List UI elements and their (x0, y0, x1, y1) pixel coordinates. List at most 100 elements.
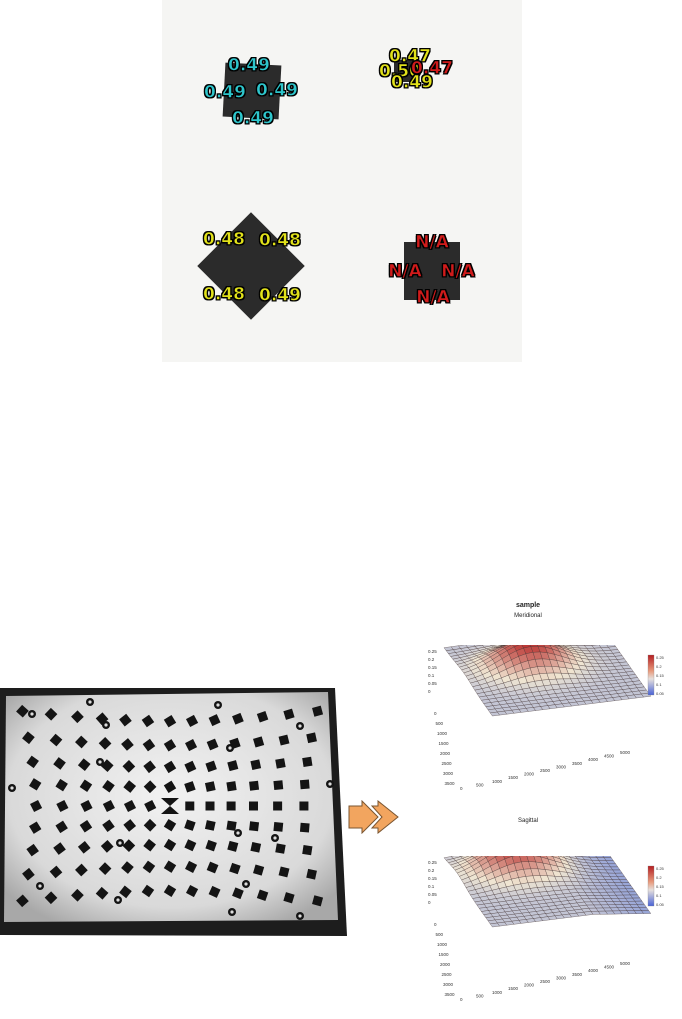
surface-cell (460, 856, 470, 859)
label-br-left: N/A (388, 261, 422, 282)
x-tick-label: 5000 (620, 961, 631, 966)
label-tr-top: 0.47 (389, 46, 432, 67)
calibration-square (163, 739, 177, 752)
calibration-square (206, 738, 219, 751)
calibration-square (56, 799, 69, 813)
calibration-square (123, 799, 137, 813)
y-tick-label: 2500 (442, 972, 453, 977)
calibration-square (163, 715, 177, 728)
square-bottom-right (404, 242, 460, 300)
calibration-square (144, 799, 157, 813)
x-tick-label: 1500 (508, 775, 519, 780)
calibration-square (185, 714, 199, 728)
calibration-square (302, 756, 313, 768)
colorbar-tick-label: 0.1 (656, 682, 662, 687)
colorbar-tick-label: 0.05 (656, 691, 665, 696)
calibration-square (205, 839, 217, 852)
label-bl-bottom-left: 0.48 (203, 284, 246, 305)
calibration-square (283, 892, 295, 904)
calibration-square (102, 799, 115, 813)
calibration-square (143, 780, 157, 794)
calibration-square (100, 839, 114, 853)
calibration-square (204, 820, 216, 831)
colorbar-tick-label: 0.25 (656, 655, 665, 660)
calibration-square (248, 801, 258, 811)
calibration-dot-center (230, 910, 234, 914)
x-tick-label: 500 (476, 782, 484, 787)
calibration-square (141, 714, 155, 728)
calibration-square (185, 801, 195, 811)
calibration-square (55, 820, 68, 834)
calibration-square (312, 895, 324, 907)
surface-cell (641, 910, 652, 914)
x-tick-label: 3500 (572, 972, 583, 977)
y-tick-label: 1500 (439, 952, 450, 957)
x-tick-label: 3500 (572, 761, 583, 766)
calibration-square (163, 818, 177, 832)
calibration-square (205, 801, 215, 811)
surface-cell (474, 856, 483, 860)
calibration-square (185, 739, 198, 752)
plots-main-title: sample (515, 602, 541, 609)
calibration-dot-center (30, 712, 34, 716)
calibration-square (163, 838, 177, 852)
calibration-dot-center (216, 703, 220, 707)
calibration-square (253, 864, 265, 876)
plot-bottom-subtitle: Sagittal (517, 818, 539, 824)
calibration-square (49, 733, 63, 747)
label-tl-right: 0.49 (256, 80, 299, 101)
label-tr-right: 0.47 (411, 58, 454, 79)
calibration-square (75, 863, 88, 877)
colorbar-tick-label: 0.25 (656, 866, 665, 871)
y-tick-label: 2000 (440, 962, 451, 967)
calibration-square (53, 842, 66, 855)
surface-plot-bottom: 0.25 0.2 0.15 0.1 0.05 0 0 500 1000 1500 2000 2500 3… (428, 856, 665, 1002)
y-tick-label: 2000 (440, 751, 451, 756)
x-tick-label: 3000 (556, 764, 567, 769)
calibration-square (306, 732, 317, 744)
calibration-square (44, 891, 58, 905)
calibration-square (26, 755, 39, 769)
label-tl-left: 0.49 (204, 82, 247, 103)
calibration-square (26, 843, 39, 857)
z-tick-label: 0.2 (428, 657, 435, 662)
calibration-square (226, 781, 237, 792)
calibration-square (273, 821, 284, 832)
calibration-square (275, 758, 286, 769)
label-bl-bottom-right: 0.49 (259, 285, 302, 306)
z-tick-label: 0 (428, 689, 431, 694)
calibration-square (30, 799, 43, 813)
colorbar (647, 865, 655, 907)
calibration-square (142, 860, 156, 874)
calibration-square (163, 884, 177, 897)
y-tick-label: 2500 (442, 761, 453, 766)
calibration-square (29, 821, 42, 834)
y-tick-label: 1000 (437, 731, 448, 736)
z-tick-label: 0 (428, 900, 431, 905)
z-tick-label: 0.15 (428, 665, 437, 670)
calibration-square (302, 844, 313, 856)
calibration-square (163, 760, 177, 774)
x-tick-label: 2500 (540, 768, 551, 773)
calibration-square (71, 888, 84, 902)
calibration-square (249, 821, 260, 832)
label-tl-top: 0.49 (228, 55, 271, 76)
x-tick-label: 2000 (524, 983, 535, 988)
x-tick-label: 4000 (588, 968, 599, 973)
x-tick-label: 0 (460, 997, 463, 1002)
z-tick-label: 0.1 (428, 884, 435, 889)
calibration-square (278, 734, 290, 746)
calibration-square (123, 780, 137, 793)
z-tick-label: 0.1 (428, 673, 435, 678)
calibration-square (121, 738, 134, 751)
z-tick-label: 0.25 (428, 649, 437, 654)
colorbar-tick-label: 0.2 (656, 875, 662, 880)
colorbar-tick-label: 0.15 (656, 673, 665, 678)
surface-cell (512, 645, 520, 648)
calibration-square (143, 818, 157, 832)
calibration-square (273, 801, 283, 811)
y-tick-label: 3500 (445, 992, 456, 997)
calibration-dot-center (273, 836, 277, 840)
plot-top-subtitle: Meridional (514, 613, 542, 619)
calibration-square (256, 889, 269, 901)
